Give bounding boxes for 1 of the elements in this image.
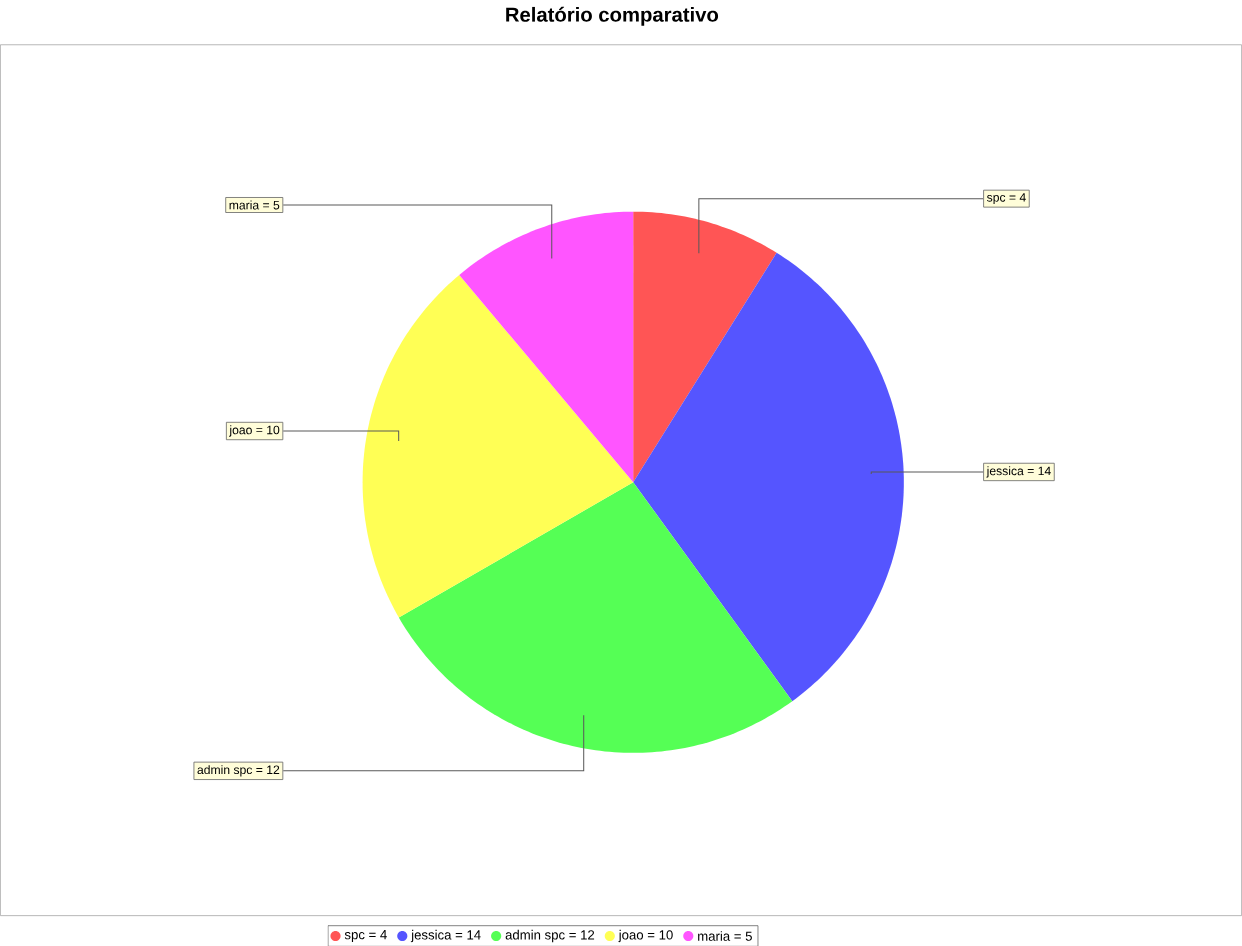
chart-title: Relatório comparativo	[506, 6, 719, 26]
